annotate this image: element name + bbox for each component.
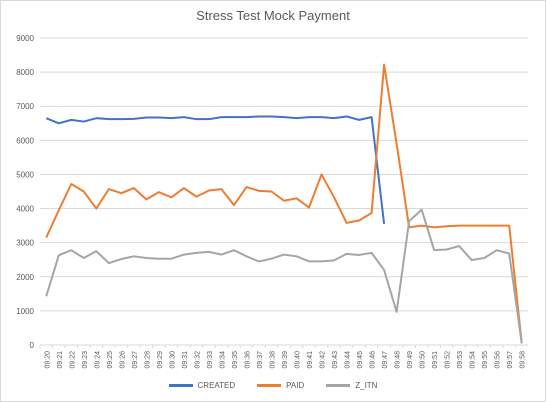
legend-swatch [326,384,351,387]
series-line-created [45,115,386,225]
x-tick-label: 09:45 [357,351,364,369]
y-tick-label: 4000 [16,205,34,214]
x-tick-label: 09:39 [282,351,289,369]
legend-item-z_itn: Z_ITN [326,381,377,390]
legend-label: PAID [286,381,305,390]
x-tick-label: 09:40 [295,351,302,369]
y-tick-label: 1000 [16,307,34,316]
x-tick-label: 09:20 [44,351,51,369]
legend: CREATED PAID Z_ITN [0,381,546,390]
x-tick-label: 09:57 [507,351,514,369]
y-tick-label: 3000 [16,239,34,248]
x-tick-label: 09:30 [169,351,176,369]
x-tick-label: 09:47 [382,351,389,369]
y-tick-label: 2000 [16,273,34,282]
y-tick-label: 8000 [16,68,34,77]
x-tick-label: 09:46 [370,351,377,369]
legend-label: Z_ITN [355,381,378,390]
legend-swatch [257,384,282,387]
series-line-paid [45,63,523,344]
x-tick-label: 09:50 [420,351,427,369]
legend-label: CREATED [197,381,236,390]
x-tick-label: 09:25 [107,351,114,369]
x-tick-label: 09:41 [307,351,314,369]
x-tick-label: 09:26 [119,351,126,369]
legend-item-paid: PAID [257,381,304,390]
y-tick-label: 6000 [16,136,34,145]
y-axis: 0 1000 2000 3000 4000 5000 6000 7000 8000 9000 [16,34,34,350]
chart-title: Stress Test Mock Payment [196,8,350,23]
x-tick-label: 09:51 [432,351,439,369]
gridlines [40,37,528,346]
x-tick-label: 09:53 [457,351,464,369]
y-tick-label: 9000 [16,34,34,43]
x-tick-label: 09:36 [244,351,251,369]
x-axis: 09:20 09:21 09:22 09:23 09:24 09:25 09:26 09:27… [39,345,527,369]
x-tick-label: 09:23 [82,351,89,369]
x-tick-label: 09:28 [144,351,151,369]
x-tick-label: 09:27 [132,351,139,369]
y-tick-label: 7000 [16,102,34,111]
legend-swatch [168,384,193,387]
x-tick-label: 09:32 [194,351,201,369]
x-tick-label: 09:49 [407,351,414,369]
legend-item-created: CREATED [168,381,236,390]
x-tick-label: 09:43 [332,351,339,369]
x-tick-label: 09:21 [57,351,64,369]
series-line-z_itn [45,208,523,344]
x-tick-label: 09:52 [445,351,452,369]
x-tick-label: 09:38 [269,351,276,369]
x-tick-label: 09:29 [157,351,164,369]
x-tick-label: 09:44 [345,351,352,369]
x-tick-label: 09:31 [182,351,189,369]
series-lines [45,63,523,344]
x-tick-label: 09:22 [69,351,76,369]
x-tick-label: 09:42 [320,351,327,369]
x-tick-label: 09:33 [207,351,214,369]
x-tick-label: 09:56 [495,351,502,369]
x-tick-label: 09:34 [219,351,226,369]
x-tick-label: 09:54 [470,351,477,369]
x-tick-label: 09:48 [395,351,402,369]
x-tick-label: 09:55 [482,351,489,369]
y-tick-label: 0 [30,341,35,350]
x-tick-label: 09:24 [94,351,101,369]
y-tick-label: 5000 [16,170,34,179]
x-tick-label: 09:35 [232,351,239,369]
x-tick-label: 09:37 [257,351,264,369]
x-tick-label: 09:58 [520,351,527,369]
